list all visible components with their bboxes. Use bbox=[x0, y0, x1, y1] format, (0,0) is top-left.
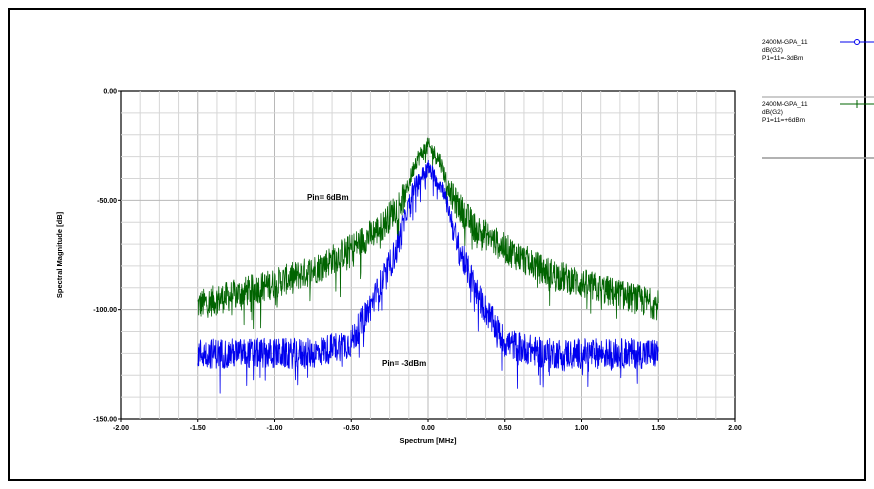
series-pin-6dbm-line bbox=[197, 137, 659, 330]
legend-blue-marker-icon bbox=[854, 39, 860, 45]
series-layer bbox=[197, 137, 659, 394]
series-pin-minus3dbm-line bbox=[197, 159, 659, 394]
x-tick-label: 1.50 bbox=[651, 425, 665, 432]
legend-entry-green: 2400M-GPA_11 dB(G2) P1=11=+6dBm bbox=[762, 100, 874, 124]
x-tick-label: -1.50 bbox=[190, 425, 206, 432]
legend: 2400M-GPA_11 dB(G2) P1=11=-3dBm 2400M-GP… bbox=[762, 39, 874, 159]
y-tick-label: -100.00 bbox=[93, 307, 117, 314]
legend-entry-green-line2: dB(G2) bbox=[762, 109, 783, 116]
x-tick-label: 1.00 bbox=[575, 425, 589, 432]
annotation-pin-minus3dbm: Pin= -3dBm bbox=[382, 359, 426, 368]
legend-entry-blue-line1: 2400M-GPA_11 bbox=[762, 39, 808, 46]
legend-entry-blue-line3: P1=11=-3dBm bbox=[762, 55, 803, 62]
y-tick-label: -150.00 bbox=[93, 417, 117, 424]
x-tick-label: 0.50 bbox=[498, 425, 512, 432]
x-axis-title: Spectrum [MHz] bbox=[399, 436, 457, 445]
legend-entry-blue-line2: dB(G2) bbox=[762, 47, 783, 54]
annotation-pin-6dbm: Pin= 6dBm bbox=[307, 193, 349, 202]
x-tick-label: -0.50 bbox=[343, 425, 359, 432]
y-axis-title: Spectral Magnitude [dB] bbox=[55, 211, 64, 298]
x-tick-label: 0.00 bbox=[421, 425, 435, 432]
y-tick-label: -50.00 bbox=[97, 198, 117, 205]
legend-entry-blue: 2400M-GPA_11 dB(G2) P1=11=-3dBm bbox=[762, 39, 874, 62]
tick-labels: -2.00 -1.50 -1.00 -0.50 0.00 0.50 1.00 1.50 2.00… bbox=[93, 89, 742, 433]
x-tick-label: -2.00 bbox=[113, 425, 129, 432]
legend-entry-green-line1: 2400M-GPA_11 bbox=[762, 101, 808, 108]
y-tick-label: 0.00 bbox=[103, 89, 117, 96]
x-tick-label: -1.00 bbox=[267, 425, 283, 432]
legend-entry-green-line3: P1=11=+6dBm bbox=[762, 117, 805, 124]
x-tick-label: 2.00 bbox=[728, 425, 742, 432]
